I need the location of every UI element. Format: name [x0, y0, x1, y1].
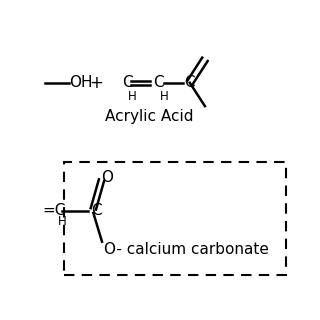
Text: C: C — [153, 75, 164, 90]
Text: H: H — [160, 90, 168, 103]
Text: H: H — [58, 215, 67, 228]
Text: OH: OH — [69, 75, 93, 90]
Text: C: C — [91, 204, 101, 218]
Bar — [64, 162, 285, 275]
Text: O: O — [101, 170, 113, 185]
Text: H: H — [128, 90, 137, 103]
Text: =C: =C — [43, 204, 66, 218]
Text: O- calcium carbonate: O- calcium carbonate — [104, 242, 268, 257]
Text: Acrylic Acid: Acrylic Acid — [105, 108, 193, 124]
Text: +: + — [89, 74, 103, 92]
Text: C: C — [184, 75, 195, 90]
Text: C: C — [122, 75, 132, 90]
